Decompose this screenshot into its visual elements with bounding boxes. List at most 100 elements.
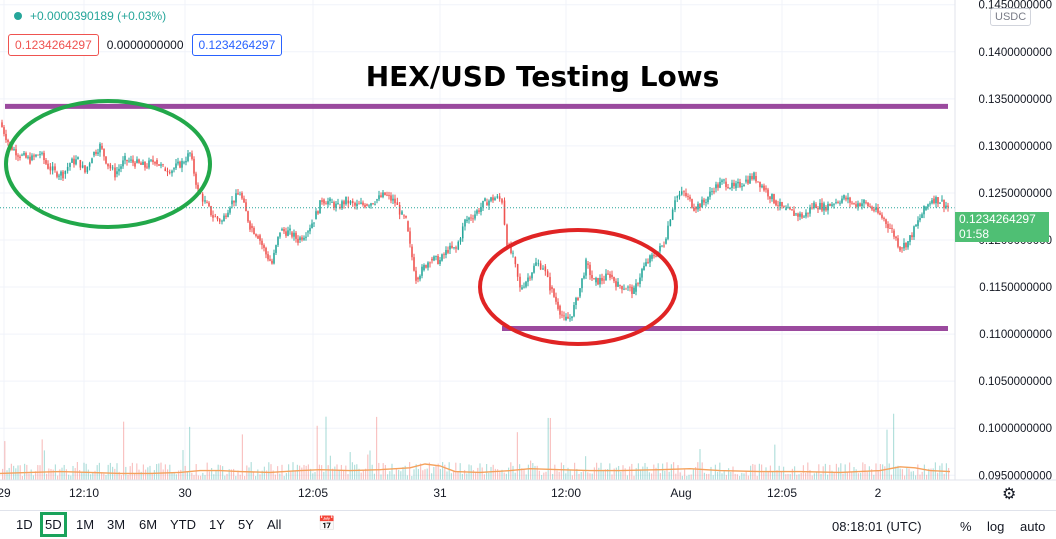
auto-toggle[interactable]: auto	[1020, 519, 1046, 534]
candle-body	[433, 256, 435, 261]
volume-bar	[651, 473, 653, 480]
volume-bar	[840, 463, 842, 480]
volume-bar	[299, 465, 301, 480]
candle-body	[54, 166, 56, 171]
time-axis[interactable]: 29 12:10 30 12:05 31 12:00 Aug 12:05 2	[0, 486, 882, 500]
volume-bar	[105, 475, 107, 480]
volume-bar	[246, 465, 248, 480]
timeframe-1d[interactable]: 1D	[16, 517, 33, 532]
candle-body	[607, 273, 609, 275]
volume-bar	[182, 450, 184, 480]
volume-bar	[481, 467, 483, 480]
settings-gear-icon[interactable]: ⚙	[1002, 486, 1017, 503]
candle-body	[437, 255, 439, 264]
volume-bar	[255, 475, 257, 480]
candle-body	[21, 154, 23, 156]
candle-body	[649, 255, 651, 263]
volume-bar	[536, 465, 538, 480]
volume-bar	[805, 472, 807, 480]
candle-body	[235, 193, 237, 203]
date-range-calendar-icon[interactable]: 📅	[318, 515, 336, 531]
candle-body	[457, 241, 460, 250]
volume-bar	[4, 441, 6, 480]
candle-body	[79, 160, 82, 168]
candle-body	[388, 195, 390, 196]
candle-body	[492, 197, 494, 201]
volume-bar	[211, 468, 213, 480]
log-toggle[interactable]: log	[987, 519, 1005, 534]
timeframe-6m[interactable]: 6M	[139, 517, 158, 532]
volume-bar	[582, 471, 584, 480]
timeframe-3m[interactable]: 3M	[107, 517, 126, 532]
candle-body	[739, 181, 741, 187]
candle-body	[737, 181, 739, 184]
candle-body	[267, 254, 269, 260]
candle-body	[871, 206, 873, 210]
volume-bar	[90, 474, 92, 480]
candle-body	[749, 175, 751, 184]
candle-body	[815, 204, 817, 209]
volume-bar	[921, 471, 923, 480]
volume-bar	[620, 471, 622, 480]
candle-body	[869, 206, 871, 207]
candle-body	[817, 208, 819, 210]
timeframe-5d[interactable]: 5D	[40, 512, 67, 537]
candle-body	[419, 275, 421, 280]
candle-body	[797, 213, 799, 217]
candle-body	[659, 246, 661, 252]
candle-body	[735, 183, 737, 189]
utc-clock[interactable]: 08:18:01 (UTC)	[832, 519, 922, 534]
volume-bar	[897, 465, 899, 480]
volume-bar	[499, 471, 501, 480]
volume-bar	[329, 455, 331, 480]
candle-body	[771, 194, 773, 200]
candle-body	[216, 216, 219, 220]
candle-body	[413, 257, 415, 271]
currency-label[interactable]: USDC	[990, 8, 1032, 26]
chart-grid	[0, 0, 955, 480]
last-price: 0.1234264297	[959, 212, 1036, 226]
candle-body	[120, 166, 122, 169]
timeframe-1m[interactable]: 1M	[76, 517, 95, 532]
volume-bar	[587, 472, 589, 480]
volume-bar	[448, 462, 450, 480]
volume-bar	[437, 463, 439, 480]
volume-bar	[574, 462, 576, 480]
candle-body	[791, 209, 793, 211]
candle-body	[867, 202, 869, 207]
volume-bar	[164, 464, 166, 480]
timeframe-ytd[interactable]: YTD	[170, 517, 196, 532]
volume-bar	[910, 471, 912, 480]
volume-bar	[461, 473, 463, 480]
candle-body	[725, 181, 727, 188]
volume-bar	[585, 456, 587, 480]
candle-body	[204, 200, 206, 202]
candle-body	[947, 205, 949, 208]
volume-bar	[640, 469, 642, 480]
volume-bar	[32, 475, 34, 480]
timeframe-1y[interactable]: 1Y	[209, 517, 225, 532]
candle-body	[691, 199, 693, 208]
candle-body	[427, 262, 429, 268]
volume-bar	[417, 468, 419, 480]
timeframe-all[interactable]: All	[267, 517, 282, 532]
volume-bar	[512, 465, 514, 480]
timeframe-5y[interactable]: 5Y	[238, 517, 254, 532]
volume-bar	[875, 463, 877, 480]
volume-bar	[310, 468, 312, 480]
candle-body	[231, 200, 233, 205]
candle-body	[317, 211, 319, 214]
candles	[1, 119, 949, 322]
percent-toggle[interactable]: %	[960, 519, 972, 534]
candle-body	[293, 232, 295, 237]
volume-bar	[851, 472, 853, 480]
candle-body	[43, 152, 45, 161]
volume-bar	[714, 464, 716, 480]
candle-body	[118, 168, 120, 172]
candle-body	[136, 159, 138, 163]
volume-bar	[136, 463, 138, 480]
volume-bar	[644, 462, 646, 480]
candle-body	[593, 278, 595, 280]
volume-bar	[365, 468, 367, 480]
